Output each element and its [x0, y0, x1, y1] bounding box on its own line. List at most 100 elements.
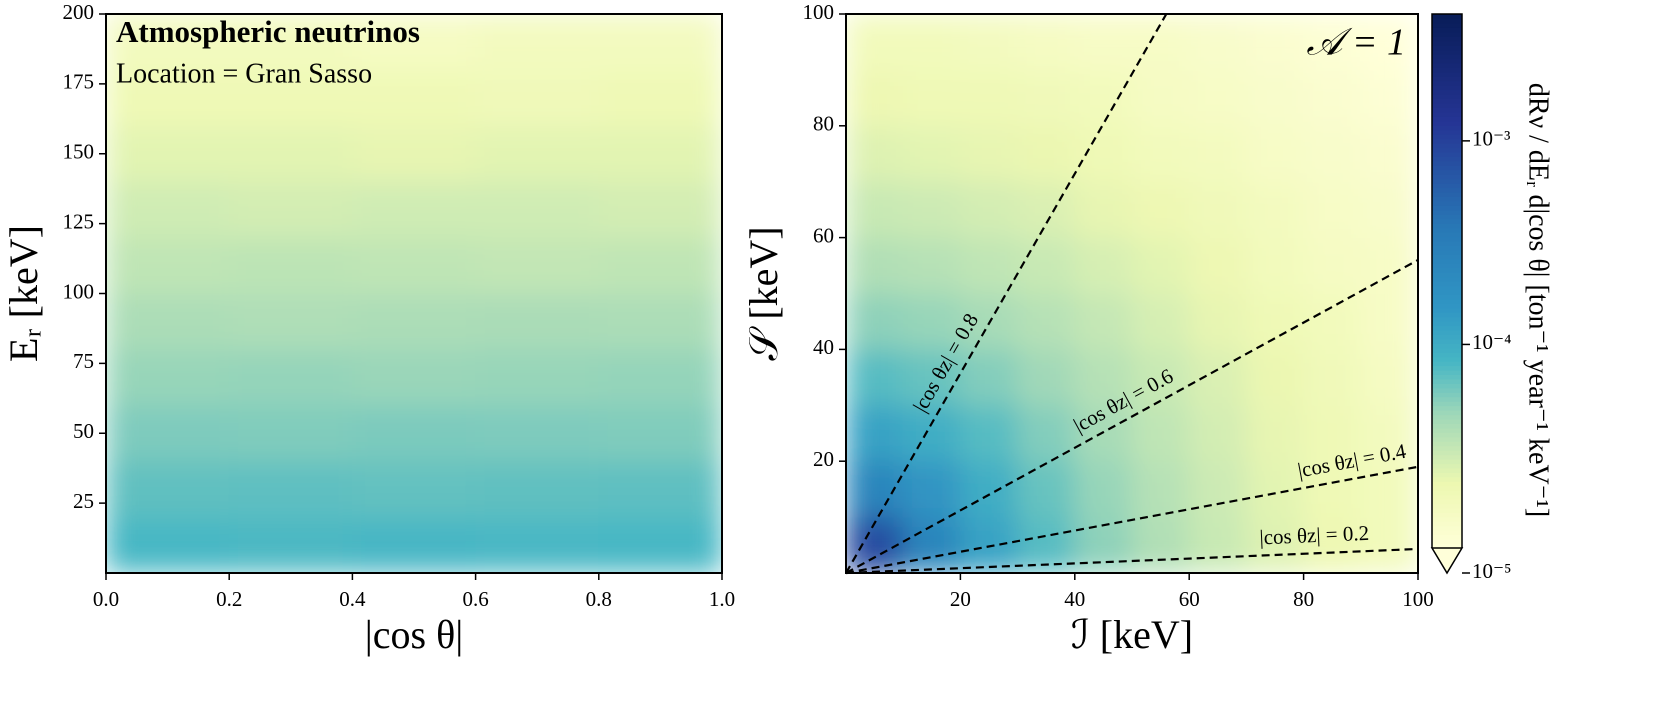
dashed-line [845, 13, 1168, 574]
heatmap-cell [1017, 460, 1076, 518]
panel-annotation: 𝒜 = 1 [1306, 22, 1406, 64]
heatmap-cell [228, 348, 353, 406]
colorbar-slice [1432, 427, 1462, 433]
colorbar-slice [1432, 521, 1462, 527]
heatmap-cell [1131, 460, 1190, 518]
heatmap-cell [1131, 14, 1190, 71]
heatmap-cell [475, 516, 600, 573]
colorbar-slice [1432, 67, 1462, 73]
colorbar-slice [1432, 209, 1462, 215]
heatmap-cell [1360, 181, 1418, 239]
heatmap-cell [1131, 237, 1190, 294]
heatmap-cell [1131, 404, 1190, 462]
colorbar-slice [1432, 129, 1462, 135]
heatmap-cell [1017, 237, 1076, 294]
colorbar-slice [1432, 516, 1462, 522]
heatmap-cell [1360, 516, 1418, 573]
colorbar-slice [1432, 263, 1462, 269]
heatmap-cell [846, 516, 904, 573]
heatmap-cell [475, 293, 600, 350]
heatmap-cells [106, 14, 722, 573]
x-tick-label: 0.0 [93, 587, 119, 611]
y-tick-label: 50 [73, 419, 94, 443]
colorbar-slice [1432, 240, 1462, 246]
colorbar-slice [1432, 436, 1462, 442]
heatmap-cell [106, 14, 230, 71]
colorbar-label: dRν / dEᵣ d|cos θ| [ton⁻¹ year⁻¹ keV⁻¹] [1523, 83, 1554, 517]
colorbar-slice [1432, 192, 1462, 198]
colorbar-slice [1432, 503, 1462, 509]
heatmap-cell [475, 69, 600, 127]
colorbar-slice [1432, 183, 1462, 189]
colorbar-slice [1432, 94, 1462, 100]
heatmap-cell [1188, 516, 1247, 573]
heatmap-cell [902, 404, 961, 462]
colorbar-slice [1432, 534, 1462, 540]
heatmap-cell [1188, 69, 1247, 127]
x-tick-label: 0.2 [216, 587, 242, 611]
x-tick-label: 40 [1064, 587, 1085, 611]
y-tick-label: 40 [813, 335, 834, 359]
heatmap-cell [228, 14, 353, 71]
colorbar-slice [1432, 80, 1462, 86]
colorbar-slice [1432, 111, 1462, 117]
heatmap-cell [1245, 404, 1305, 462]
y-axis-label: Eᵣ [keV] [1, 225, 46, 362]
heatmap-cell [1017, 125, 1076, 183]
colorbar-slice [1432, 543, 1462, 549]
heatmap-cell [1245, 348, 1305, 406]
heatmap-cell [228, 460, 353, 518]
colorbar-slice [1432, 525, 1462, 531]
heatmap-cell [1188, 237, 1247, 294]
heatmap-cell [1303, 181, 1362, 239]
dashed-line [845, 465, 1419, 575]
colorbar-slice [1432, 236, 1462, 242]
heatmap-cell [475, 348, 600, 406]
heatmap-cell [228, 69, 353, 127]
heatmap-cell [1188, 14, 1247, 71]
x-axis-label: |cos θ| [365, 612, 464, 657]
heatmap-cell [1245, 181, 1305, 239]
heatmap-cell [106, 69, 230, 127]
heatmap-cell [1074, 125, 1133, 183]
colorbar-slice [1432, 31, 1462, 37]
heatmap-cell [475, 460, 600, 518]
colorbar-slice [1432, 392, 1462, 398]
colorbar-slice [1432, 120, 1462, 126]
heatmap-cell [1017, 14, 1076, 71]
heatmap-cell [598, 460, 722, 518]
colorbar-slice [1432, 249, 1462, 255]
colorbar-slice [1432, 22, 1462, 28]
heatmap-cell [1074, 69, 1133, 127]
heatmap-cell [106, 460, 230, 518]
heatmap-cell [228, 237, 353, 294]
axes-frame [845, 13, 1419, 574]
heatmap-cell [598, 125, 722, 183]
colorbar-slice [1432, 289, 1462, 295]
heatmap-cell [598, 404, 722, 462]
colorbar-slice [1432, 539, 1462, 545]
heatmap-cell [106, 404, 230, 462]
colorbar-slice [1432, 54, 1462, 60]
heatmap-cell [902, 69, 961, 127]
colorbar-slice [1432, 76, 1462, 82]
heatmap-cell [475, 125, 600, 183]
colorbar-slice [1432, 365, 1462, 371]
heatmap-cell [228, 293, 353, 350]
heatmap-cell [1131, 516, 1190, 573]
colorbar-slice [1432, 316, 1462, 322]
colorbar-slice [1432, 361, 1462, 367]
colorbar-slice [1432, 49, 1462, 55]
colorbar-slice [1432, 134, 1462, 140]
colorbar-slice [1432, 223, 1462, 229]
colorbar-frame [1431, 13, 1463, 548]
line-label: |cos θz| = 0.2 [1259, 521, 1370, 550]
heatmap-cell [1303, 14, 1362, 71]
heatmap-cell [1303, 237, 1362, 294]
colorbar-slice [1432, 298, 1462, 304]
heatmap-cell [1360, 293, 1418, 350]
colorbar-slice [1432, 499, 1462, 505]
colorbar-slice [1432, 187, 1462, 193]
colorbar-slice [1432, 214, 1462, 220]
